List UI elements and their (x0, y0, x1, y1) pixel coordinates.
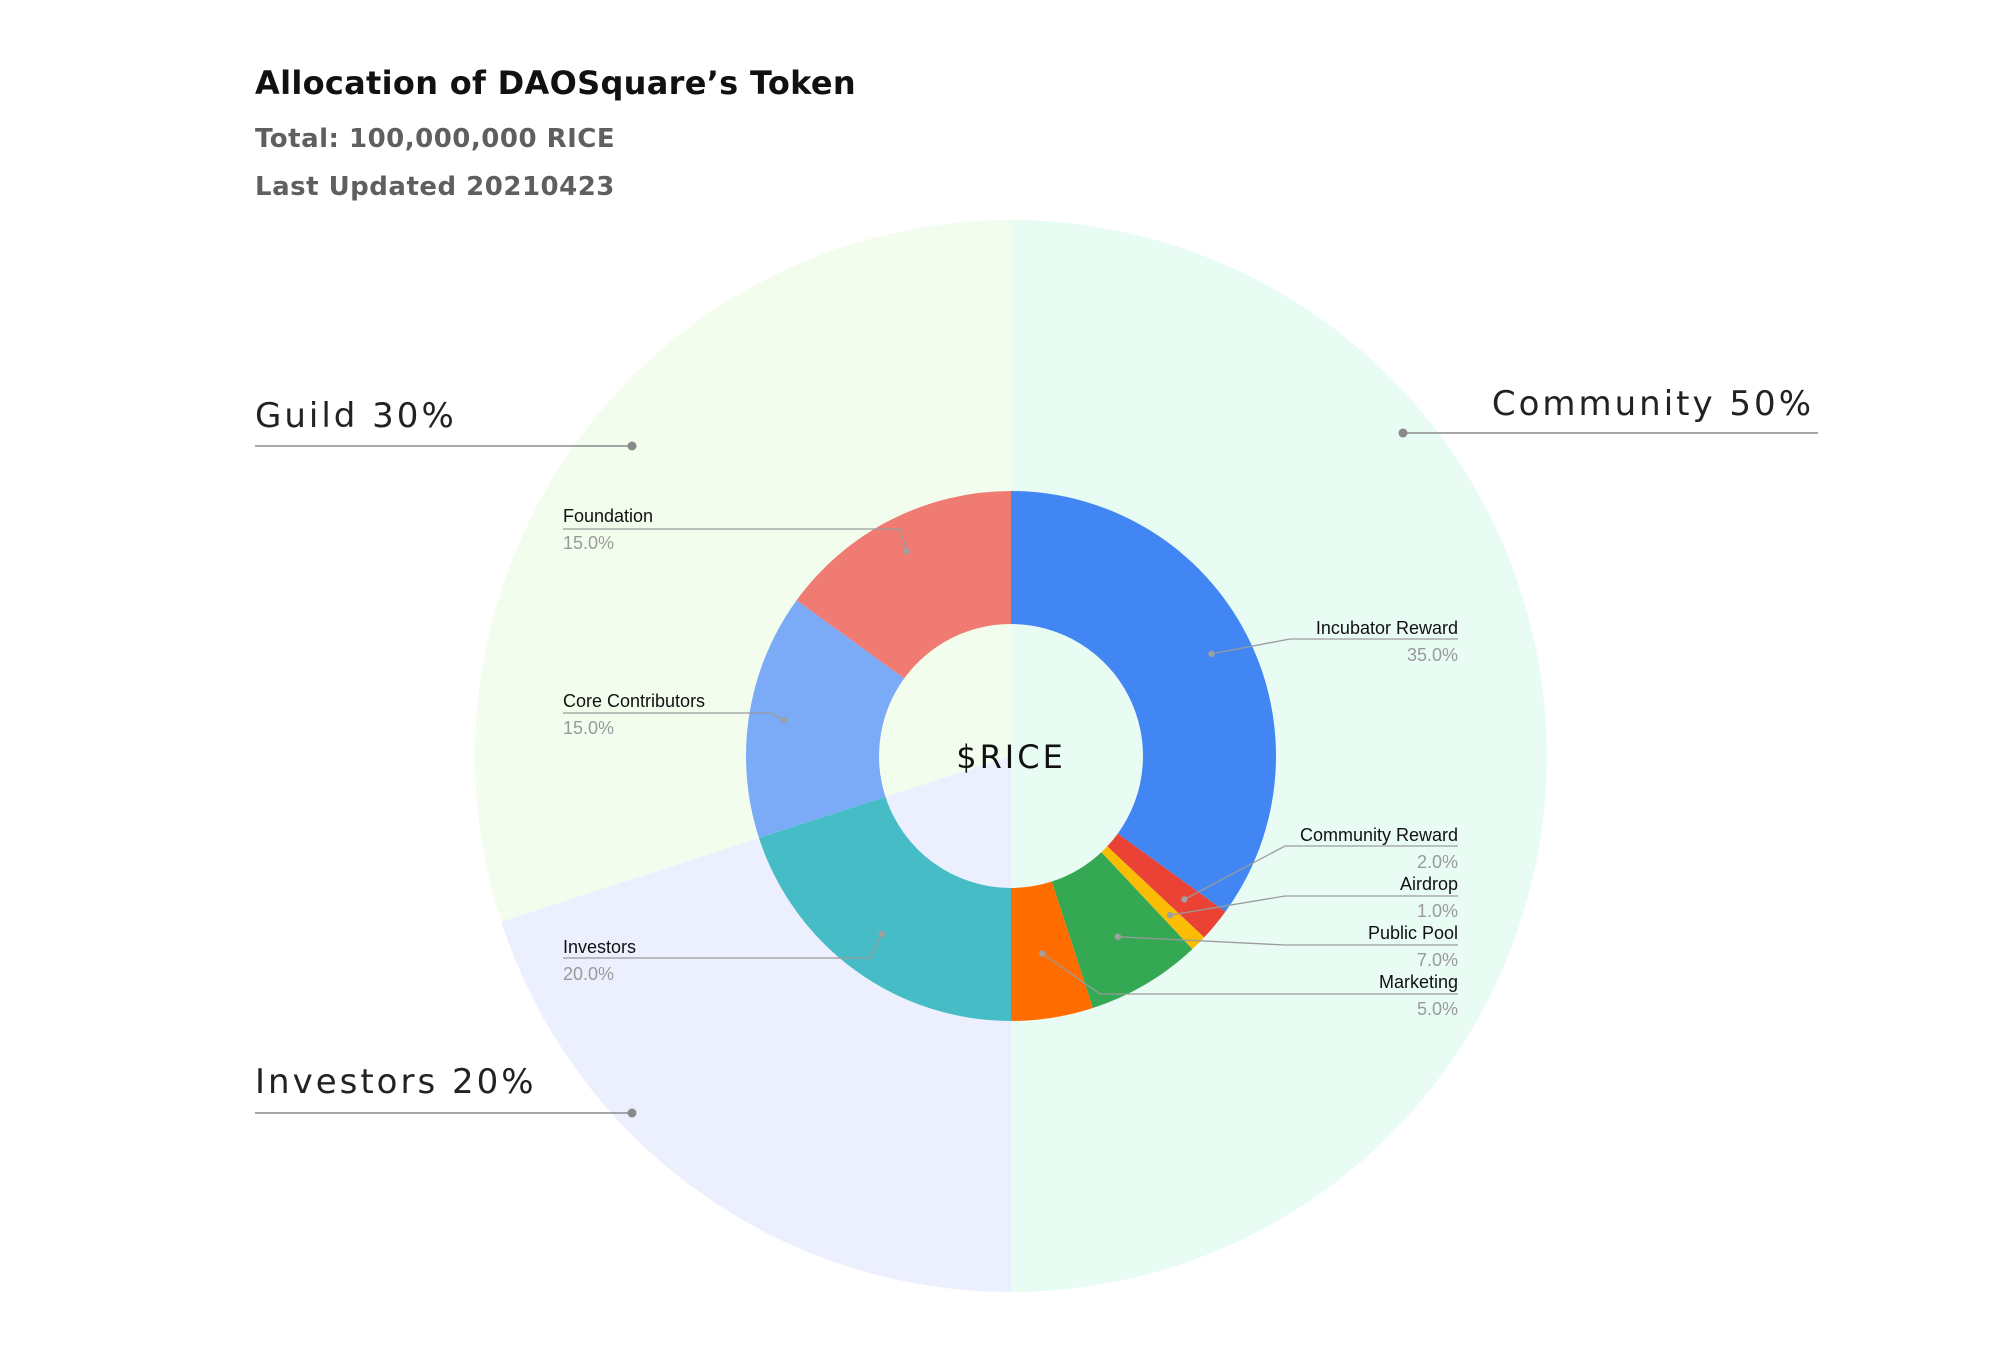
inner-slice-incubator-reward (1011, 491, 1276, 912)
inner-label-community-reward: Community Reward (1300, 825, 1458, 845)
outer-leader-dot-investors (627, 1108, 637, 1118)
inner-leader-dot-incubator-reward (1208, 650, 1215, 658)
inner-leader-incubator-reward (1211, 638, 1458, 655)
inner-leader-dot-community-reward (1181, 896, 1188, 903)
outer-label-community: Community 50% (1492, 384, 1814, 424)
inner-label-foundation: Foundation (563, 506, 653, 526)
inner-pct-incubator-reward: 35.0% (1407, 645, 1458, 665)
inner-leader-investors (563, 933, 883, 959)
inner-slice-investors (758, 796, 1011, 1021)
inner-label-airdrop: Airdrop (1400, 874, 1458, 894)
inner-leader-foundation (563, 528, 908, 552)
inner-slice-core-contributors (745, 600, 905, 838)
inner-leader-community-reward (1184, 845, 1458, 900)
leader-lines (255, 428, 1818, 1118)
inner-pct-core-contributors: 15.0% (563, 718, 614, 738)
inner-leader-dot-airdrop (1166, 911, 1174, 919)
inner-leader-dot-public-pool (1114, 933, 1122, 940)
inner-leader-core-contributors (563, 712, 785, 721)
inner-pct-public-pool: 7.0% (1417, 950, 1458, 970)
outer-leader-dot-guild (627, 441, 637, 451)
chart-subtitle-total: Total: 100,000,000 RICE (255, 124, 616, 154)
inner-pct-foundation: 15.0% (563, 533, 614, 553)
inner-label-investors: Investors (563, 937, 636, 957)
inner-ring (745, 491, 1276, 1021)
inner-slice-airdrop (1101, 846, 1205, 950)
inner-label-core-contributors: Core Contributors (563, 691, 705, 711)
inner-pct-community-reward: 2.0% (1417, 852, 1458, 872)
inner-leader-public-pool (1117, 936, 1458, 946)
inner-leader-marketing (1041, 953, 1458, 995)
inner-slice-foundation (796, 491, 1011, 679)
inner-pct-airdrop: 1.0% (1417, 901, 1458, 921)
inner-slice-public-pool (1051, 852, 1193, 1009)
center-label: $RICE (956, 738, 1066, 776)
outer-leader-dot-community (1398, 428, 1408, 438)
inner-leader-dot-foundation (903, 547, 910, 555)
outer-label-guild: Guild 30% (255, 396, 457, 436)
chart-subtitle-updated: Last Updated 20210423 (255, 172, 615, 202)
outer-label-investors: Investors 20% (255, 1062, 537, 1102)
inner-slice-marketing (1011, 881, 1093, 1021)
outer-slice-community (1011, 220, 1547, 1292)
slice-labels: $RICE Community 50% Investors 20% Guild 30%… (255, 384, 1814, 1102)
inner-leader-dot-marketing (1039, 950, 1046, 957)
inner-pct-marketing: 5.0% (1417, 999, 1458, 1019)
inner-leader-dot-core-contributors (780, 716, 788, 724)
inner-label-public-pool: Public Pool (1368, 923, 1458, 943)
inner-label-marketing: Marketing (1379, 972, 1458, 992)
chart-title: Allocation of DAOSquare’s Token (255, 64, 856, 102)
inner-leader-dot-investors (878, 930, 885, 938)
inner-pct-investors: 20.0% (563, 964, 614, 984)
inner-leader-airdrop (1169, 895, 1458, 916)
inner-label-incubator-reward: Incubator Reward (1316, 618, 1458, 638)
